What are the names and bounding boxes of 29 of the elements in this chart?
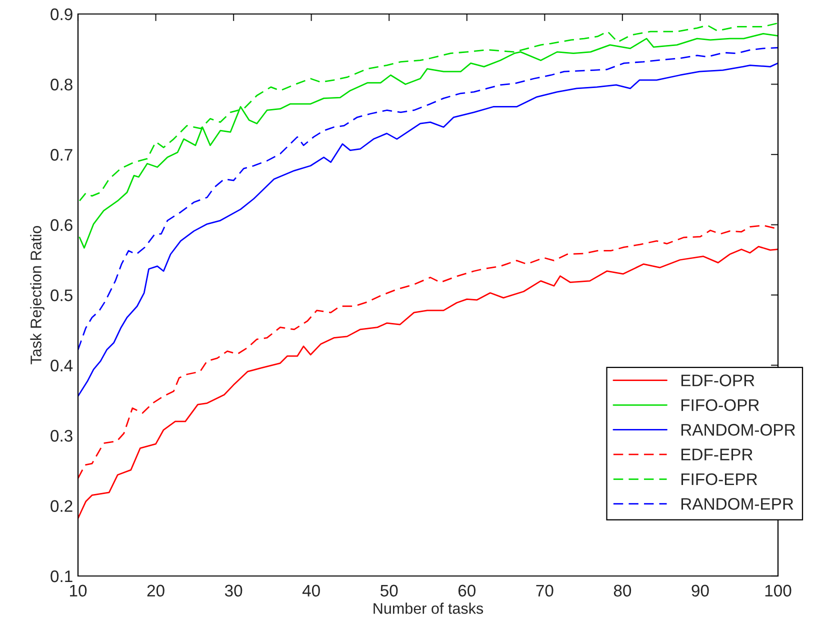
y-tick-label: 0.8 bbox=[50, 78, 72, 90]
x-tick-label: 40 bbox=[302, 584, 320, 597]
y-tick-label: 0.2 bbox=[50, 500, 72, 512]
y-tick-label: 0.6 bbox=[50, 219, 72, 231]
legend-label: EDF-OPR bbox=[681, 374, 754, 386]
x-tick-label: 60 bbox=[458, 584, 476, 597]
line-series bbox=[78, 47, 778, 350]
x-tick-label: 90 bbox=[692, 584, 709, 597]
y-tick-label: 0.5 bbox=[50, 289, 72, 302]
y-tick-label: 0.9 bbox=[50, 8, 72, 20]
x-tick-label: 10 bbox=[70, 584, 87, 597]
legend-label: RANDOM-OPR bbox=[681, 424, 796, 436]
y-tick-label: 0.7 bbox=[50, 148, 72, 161]
x-tick-label: 20 bbox=[147, 584, 164, 597]
legend-label: FIFO-OPR bbox=[681, 399, 759, 412]
y-axis-title: Task Rejection Ratio bbox=[30, 226, 44, 364]
y-tick-label: 0.4 bbox=[50, 360, 73, 372]
x-tick-label: 80 bbox=[614, 584, 632, 597]
x-tick-label: 100 bbox=[765, 584, 792, 597]
legend-label: RANDOM-EPR bbox=[681, 498, 794, 510]
legend-label: FIFO-EPR bbox=[681, 473, 758, 486]
x-tick-label: 30 bbox=[224, 584, 242, 597]
line-series bbox=[78, 62, 778, 397]
legend-label: EDF-EPR bbox=[681, 448, 752, 460]
y-tick-label: 0.1 bbox=[50, 570, 72, 582]
x-tick-label: 70 bbox=[536, 584, 554, 597]
y-tick-label: 0.3 bbox=[50, 430, 72, 442]
x-axis-title: Number of tasks bbox=[374, 602, 484, 614]
x-tick-label: 50 bbox=[380, 584, 398, 597]
